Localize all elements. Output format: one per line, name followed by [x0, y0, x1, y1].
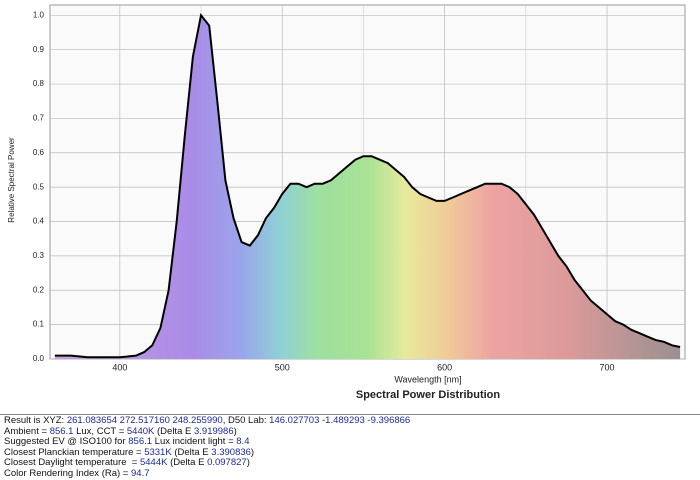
spectrum-line	[54, 12, 681, 359]
y-tick-label: 0.3	[33, 251, 45, 260]
result-value: 261.083654 272.517160 248.255990	[66, 415, 223, 426]
y-tick-label: 1.0	[33, 10, 45, 19]
result-text: Result is XYZ:	[4, 415, 67, 426]
spectrum-area	[54, 15, 681, 360]
x-tick-label: 700	[600, 362, 615, 372]
x-tick-label: 600	[437, 362, 452, 372]
result-text: Suggested EV @ ISO100 for	[4, 436, 129, 448]
result-line: Suggested EV @ ISO100 for 856.1 Lux inci…	[4, 436, 410, 448]
result-text: Closest Planckian temperature =	[4, 446, 145, 458]
y-tick-label: 0.0	[33, 354, 45, 363]
result-text: Lux, CCT =	[73, 425, 127, 437]
result-value: 3.390836	[211, 446, 251, 458]
x-axis-label: Wavelength [nm]	[394, 374, 461, 384]
y-tick-label: 0.4	[33, 217, 45, 226]
y-axis-label: Relative Spectral Power	[7, 137, 16, 223]
result-text: )	[250, 446, 255, 458]
result-value: 5444K	[139, 457, 168, 469]
result-text: Color Rendering Index (Ra) =	[4, 467, 131, 479]
result-text: (Delta E	[154, 425, 194, 437]
y-tick-label: 0.5	[33, 182, 45, 191]
y-tick-label: 0.2	[33, 285, 45, 294]
result-text: (Delta E	[171, 446, 212, 458]
result-text: Ambient =	[4, 425, 50, 437]
result-value: 8.4	[236, 436, 250, 448]
chart: 0.0 0.1 0.2 0.3 0.4 0.5 0.6 0.7 0.8 0.9 1.0 400 500 6…	[7, 4, 686, 401]
result-value: 0.097827	[207, 457, 247, 469]
result-value: 3.919986	[193, 425, 234, 437]
y-tick-label: 0.9	[33, 45, 45, 54]
y-tick-label: 0.6	[33, 148, 45, 157]
results: Result is XYZ: 261.083654 272.517160 248…	[4, 415, 411, 480]
result-line: Color Rendering Index (Ra) = 94.7	[4, 467, 410, 480]
y-tick-label: 0.8	[33, 79, 45, 88]
result-line: Closest Daylight temperature = 5444K (De…	[4, 458, 410, 469]
result-text: (Delta E	[167, 457, 208, 469]
result-text: Lux incident light =	[152, 436, 237, 448]
chart-title: Spectral Power Distribution	[356, 389, 501, 401]
result-value: 5440K	[126, 425, 155, 437]
y-tick-label: 0.7	[33, 114, 45, 123]
result-text: Closest Daylight temperature =	[4, 457, 140, 469]
result-line: Ambient = 856.1 Lux, CCT = 5440K (Delta …	[4, 425, 410, 438]
result-value: 5331K	[144, 446, 172, 458]
result-value: 94.7	[131, 467, 150, 479]
result-line: Result is XYZ: 261.083654 272.517160 248…	[4, 415, 411, 427]
result-value: 856.1	[128, 436, 153, 448]
result-text: )	[246, 457, 250, 469]
result-value: 146.027703 -1.489293 -9.396866	[269, 415, 411, 426]
y-tick-label: 0.1	[33, 320, 45, 329]
result-value: 856.1	[49, 425, 74, 437]
x-tick-label: 400	[112, 362, 127, 372]
result-text: )	[233, 425, 237, 437]
result-line: Closest Planckian temperature = 5331K (D…	[4, 446, 410, 459]
result-text: , D50 Lab:	[222, 415, 270, 426]
x-tick-label: 500	[275, 362, 290, 372]
separator	[0, 414, 700, 415]
